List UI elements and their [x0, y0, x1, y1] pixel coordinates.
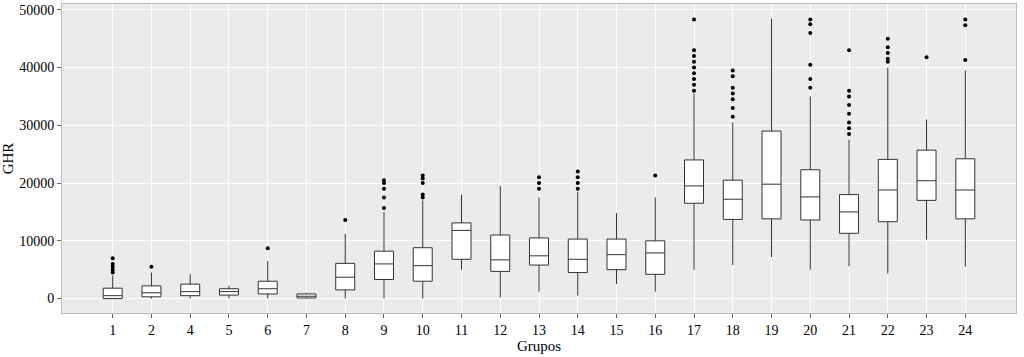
svg-text:11: 11: [455, 323, 468, 338]
svg-text:13: 13: [532, 323, 546, 338]
svg-text:30000: 30000: [19, 118, 54, 133]
svg-text:4: 4: [187, 323, 194, 338]
svg-text:40000: 40000: [19, 60, 54, 75]
svg-text:19: 19: [765, 323, 779, 338]
svg-text:22: 22: [881, 323, 895, 338]
svg-text:8: 8: [342, 323, 349, 338]
svg-text:16: 16: [648, 323, 662, 338]
svg-text:1: 1: [109, 323, 116, 338]
svg-text:0: 0: [47, 291, 54, 306]
svg-text:12: 12: [493, 323, 507, 338]
svg-text:15: 15: [610, 323, 624, 338]
svg-text:2: 2: [148, 323, 155, 338]
svg-text:9: 9: [380, 323, 387, 338]
svg-text:5: 5: [225, 323, 232, 338]
svg-text:7: 7: [303, 323, 310, 338]
svg-text:20: 20: [803, 323, 817, 338]
svg-text:GHR: GHR: [0, 143, 16, 175]
svg-text:6: 6: [264, 323, 271, 338]
svg-text:10000: 10000: [19, 234, 54, 249]
svg-text:18: 18: [726, 323, 740, 338]
svg-text:20000: 20000: [19, 176, 54, 191]
svg-text:23: 23: [920, 323, 934, 338]
svg-text:50000: 50000: [19, 3, 54, 18]
svg-text:Grupos: Grupos: [517, 338, 561, 354]
svg-text:17: 17: [687, 323, 701, 338]
svg-text:10: 10: [416, 323, 430, 338]
svg-text:14: 14: [571, 323, 585, 338]
svg-text:24: 24: [958, 323, 972, 338]
svg-text:21: 21: [842, 323, 856, 338]
